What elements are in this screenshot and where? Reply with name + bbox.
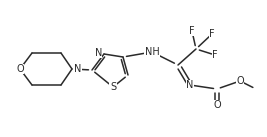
Text: N: N (95, 48, 102, 58)
Text: S: S (110, 82, 116, 92)
Text: N: N (74, 64, 81, 74)
Text: F: F (209, 29, 215, 39)
Text: F: F (189, 26, 195, 36)
Text: O: O (16, 64, 24, 74)
Text: NH: NH (145, 47, 159, 57)
Text: O: O (236, 76, 244, 86)
Text: F: F (212, 50, 218, 60)
Text: O: O (213, 100, 221, 110)
Text: N: N (186, 80, 194, 90)
